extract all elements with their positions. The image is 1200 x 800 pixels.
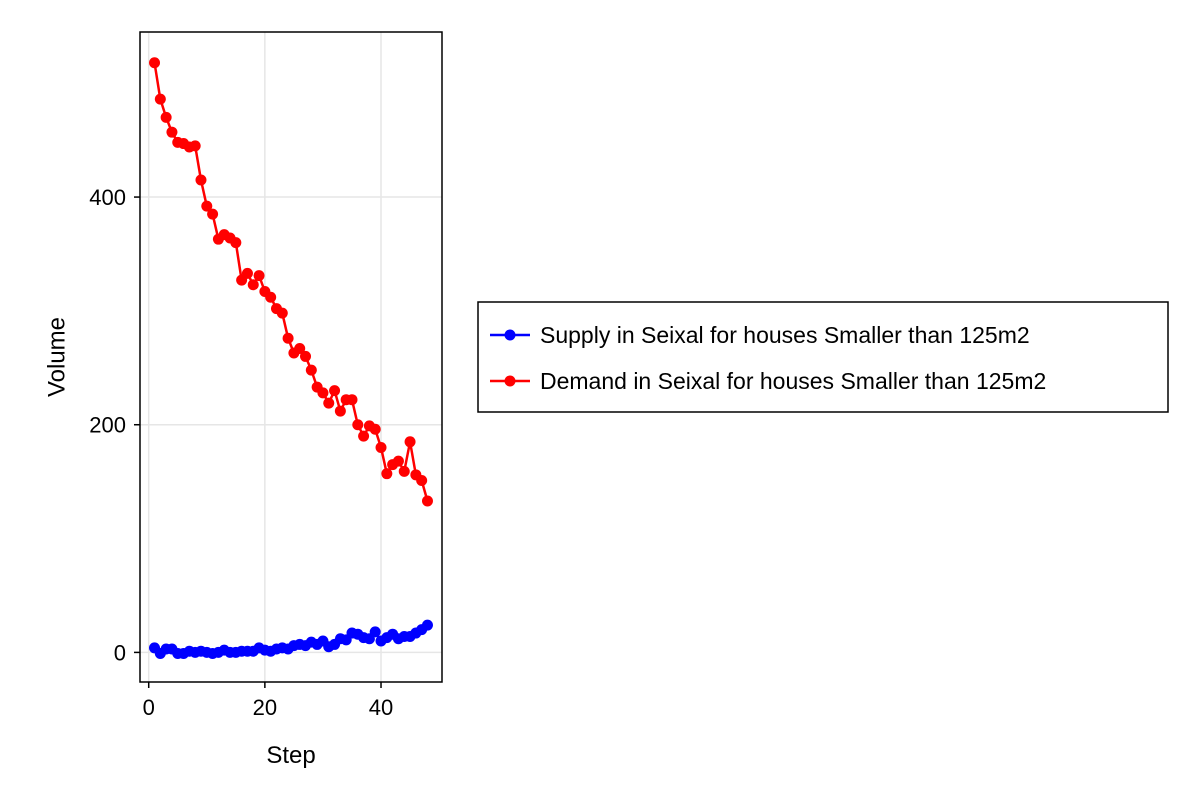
data-point bbox=[358, 430, 370, 442]
y-axis-title: Volume bbox=[43, 317, 70, 397]
data-point bbox=[369, 626, 381, 638]
legend: Supply in Seixal for houses Smaller than… bbox=[477, 301, 1169, 413]
data-point bbox=[305, 364, 317, 376]
data-point bbox=[282, 332, 294, 344]
data-point bbox=[421, 619, 433, 631]
data-point bbox=[201, 200, 213, 212]
legend-label: Supply in Seixal for houses Smaller than… bbox=[540, 322, 1030, 348]
data-point bbox=[230, 237, 242, 249]
data-point bbox=[404, 436, 416, 448]
y-tick-label: 400 bbox=[89, 185, 126, 210]
series-1 bbox=[149, 57, 433, 507]
data-point bbox=[294, 342, 306, 354]
x-tick-label: 40 bbox=[369, 695, 393, 720]
x-tick-label: 20 bbox=[253, 695, 277, 720]
y-tick-label: 0 bbox=[114, 640, 126, 665]
data-point bbox=[381, 468, 393, 480]
x-tick-label: 0 bbox=[143, 695, 155, 720]
data-point bbox=[421, 495, 433, 507]
data-point bbox=[149, 57, 161, 69]
data-point bbox=[375, 441, 387, 453]
legend-item: Supply in Seixal for houses Smaller than… bbox=[490, 322, 1030, 348]
data-point bbox=[195, 174, 207, 186]
data-point bbox=[398, 465, 410, 477]
data-point bbox=[247, 279, 259, 291]
data-point bbox=[265, 291, 277, 303]
y-tick-label: 200 bbox=[89, 413, 126, 438]
data-point bbox=[317, 387, 329, 399]
data-point bbox=[369, 423, 381, 435]
legend-label: Demand in Seixal for houses Smaller than… bbox=[540, 368, 1046, 394]
legend-marker bbox=[504, 375, 516, 387]
data-point bbox=[352, 419, 364, 431]
data-point bbox=[154, 93, 166, 105]
legend-item: Demand in Seixal for houses Smaller than… bbox=[490, 368, 1046, 394]
series-0 bbox=[149, 619, 433, 660]
data-point bbox=[416, 475, 428, 487]
data-point bbox=[160, 111, 172, 123]
data-point bbox=[392, 455, 404, 467]
data-point bbox=[329, 385, 341, 397]
data-point bbox=[166, 126, 178, 138]
plot-series bbox=[149, 57, 433, 660]
data-point bbox=[334, 405, 346, 417]
legend-box bbox=[477, 301, 1169, 413]
data-point bbox=[253, 270, 265, 282]
data-point bbox=[276, 307, 288, 319]
data-point bbox=[189, 140, 201, 152]
data-point bbox=[300, 350, 312, 362]
x-axis-title: Step bbox=[266, 742, 315, 769]
data-point bbox=[323, 397, 335, 409]
data-point bbox=[346, 394, 358, 406]
data-point bbox=[207, 208, 219, 220]
series-line bbox=[153, 62, 429, 502]
legend-marker bbox=[504, 329, 516, 341]
plot-frame bbox=[139, 31, 443, 683]
data-point bbox=[241, 267, 253, 279]
